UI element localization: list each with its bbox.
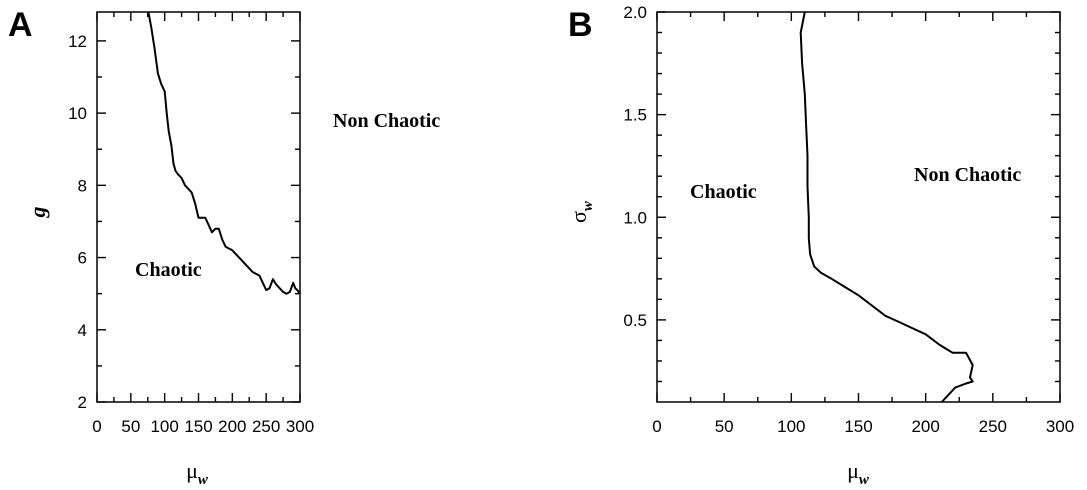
panel-b-x-tick-label: 50 bbox=[715, 417, 734, 436]
panel-a-y-tick-label: 2 bbox=[78, 393, 87, 412]
panel-b-x-tick-label: 300 bbox=[1046, 417, 1074, 436]
panel-a-boundary-curve bbox=[147, 11, 301, 295]
panel-b-y-tick-label: 1.5 bbox=[623, 106, 647, 125]
panel-b-y-tick-label: 0.5 bbox=[623, 311, 647, 330]
panel-b-plot-frame bbox=[656, 11, 1061, 403]
panel-a-x-tick-label: 50 bbox=[121, 417, 140, 436]
panel-a: A 0 50 100 150 200 250 300 2 4 6 8 10 12 Non Chaotic… bbox=[8, 6, 440, 488]
panel-a-x-tick-label: 150 bbox=[184, 417, 212, 436]
panel-a-x-label-main: μ bbox=[186, 458, 198, 483]
panel-b-region-non-chaotic: Non Chaotic bbox=[914, 164, 1021, 186]
panel-a-region-chaotic: Chaotic bbox=[135, 259, 202, 281]
panel-b-x-tick-label: 250 bbox=[979, 417, 1007, 436]
panel-b-ticks bbox=[656, 11, 1061, 402]
panel-b-y-tick-label: 2.0 bbox=[623, 3, 647, 22]
panel-b-x-tick-label: 100 bbox=[777, 417, 805, 436]
panel-b-boundary-curve bbox=[799, 11, 974, 403]
panel-b-x-tick-label: 150 bbox=[844, 417, 872, 436]
panel-a-x-axis-label: μw bbox=[186, 458, 209, 488]
panel-b-letter: B bbox=[568, 6, 593, 44]
panel-b-y-label-sub: w bbox=[580, 200, 596, 211]
panel-a-tick-labels: 0 50 100 150 200 250 300 2 4 6 8 10 12 bbox=[68, 32, 314, 436]
panel-a-y-tick-label: 8 bbox=[78, 176, 87, 195]
panel-b-x-label-sub: w bbox=[859, 472, 870, 488]
panel-a-x-tick-label: 100 bbox=[150, 417, 178, 436]
panel-a-x-tick-label: 300 bbox=[286, 417, 314, 436]
panel-a-region-non-chaotic: Non Chaotic bbox=[333, 110, 440, 132]
panel-a-y-tick-label: 12 bbox=[68, 32, 87, 51]
panel-b-x-label-main: μ bbox=[847, 458, 859, 483]
panel-b-x-tick-label: 0 bbox=[652, 417, 661, 436]
panel-a-letter: A bbox=[8, 6, 33, 44]
panel-a-y-tick-label: 6 bbox=[78, 249, 87, 268]
panel-a-y-tick-label: 4 bbox=[78, 321, 87, 340]
panel-b-tick-labels: 0 50 100 150 200 250 300 0.5 1.0 1.5 2.0 bbox=[623, 3, 1074, 436]
panel-a-x-label-sub: w bbox=[198, 472, 209, 488]
panel-b-x-tick-label: 200 bbox=[911, 417, 939, 436]
panel-b-x-axis-label: μw bbox=[847, 458, 870, 488]
panel-a-x-tick-label: 0 bbox=[92, 417, 101, 436]
panel-b-region-chaotic: Chaotic bbox=[690, 181, 757, 203]
panel-b-y-tick-label: 1.0 bbox=[623, 208, 647, 227]
panel-a-plot-frame bbox=[96, 11, 301, 403]
panel-a-y-axis-label: g bbox=[25, 207, 50, 219]
panel-b: B 0 50 100 150 200 250 300 0.5 1.0 1.5 2.0 Chaotic… bbox=[566, 3, 1074, 488]
panel-a-ticks bbox=[96, 12, 301, 403]
panel-a-x-tick-label: 200 bbox=[218, 417, 246, 436]
panel-b-y-label-main: σ bbox=[566, 211, 591, 223]
panel-b-y-axis-label: σw bbox=[566, 200, 596, 223]
panel-a-y-tick-label: 10 bbox=[68, 104, 87, 123]
panel-a-x-tick-label: 250 bbox=[252, 417, 280, 436]
